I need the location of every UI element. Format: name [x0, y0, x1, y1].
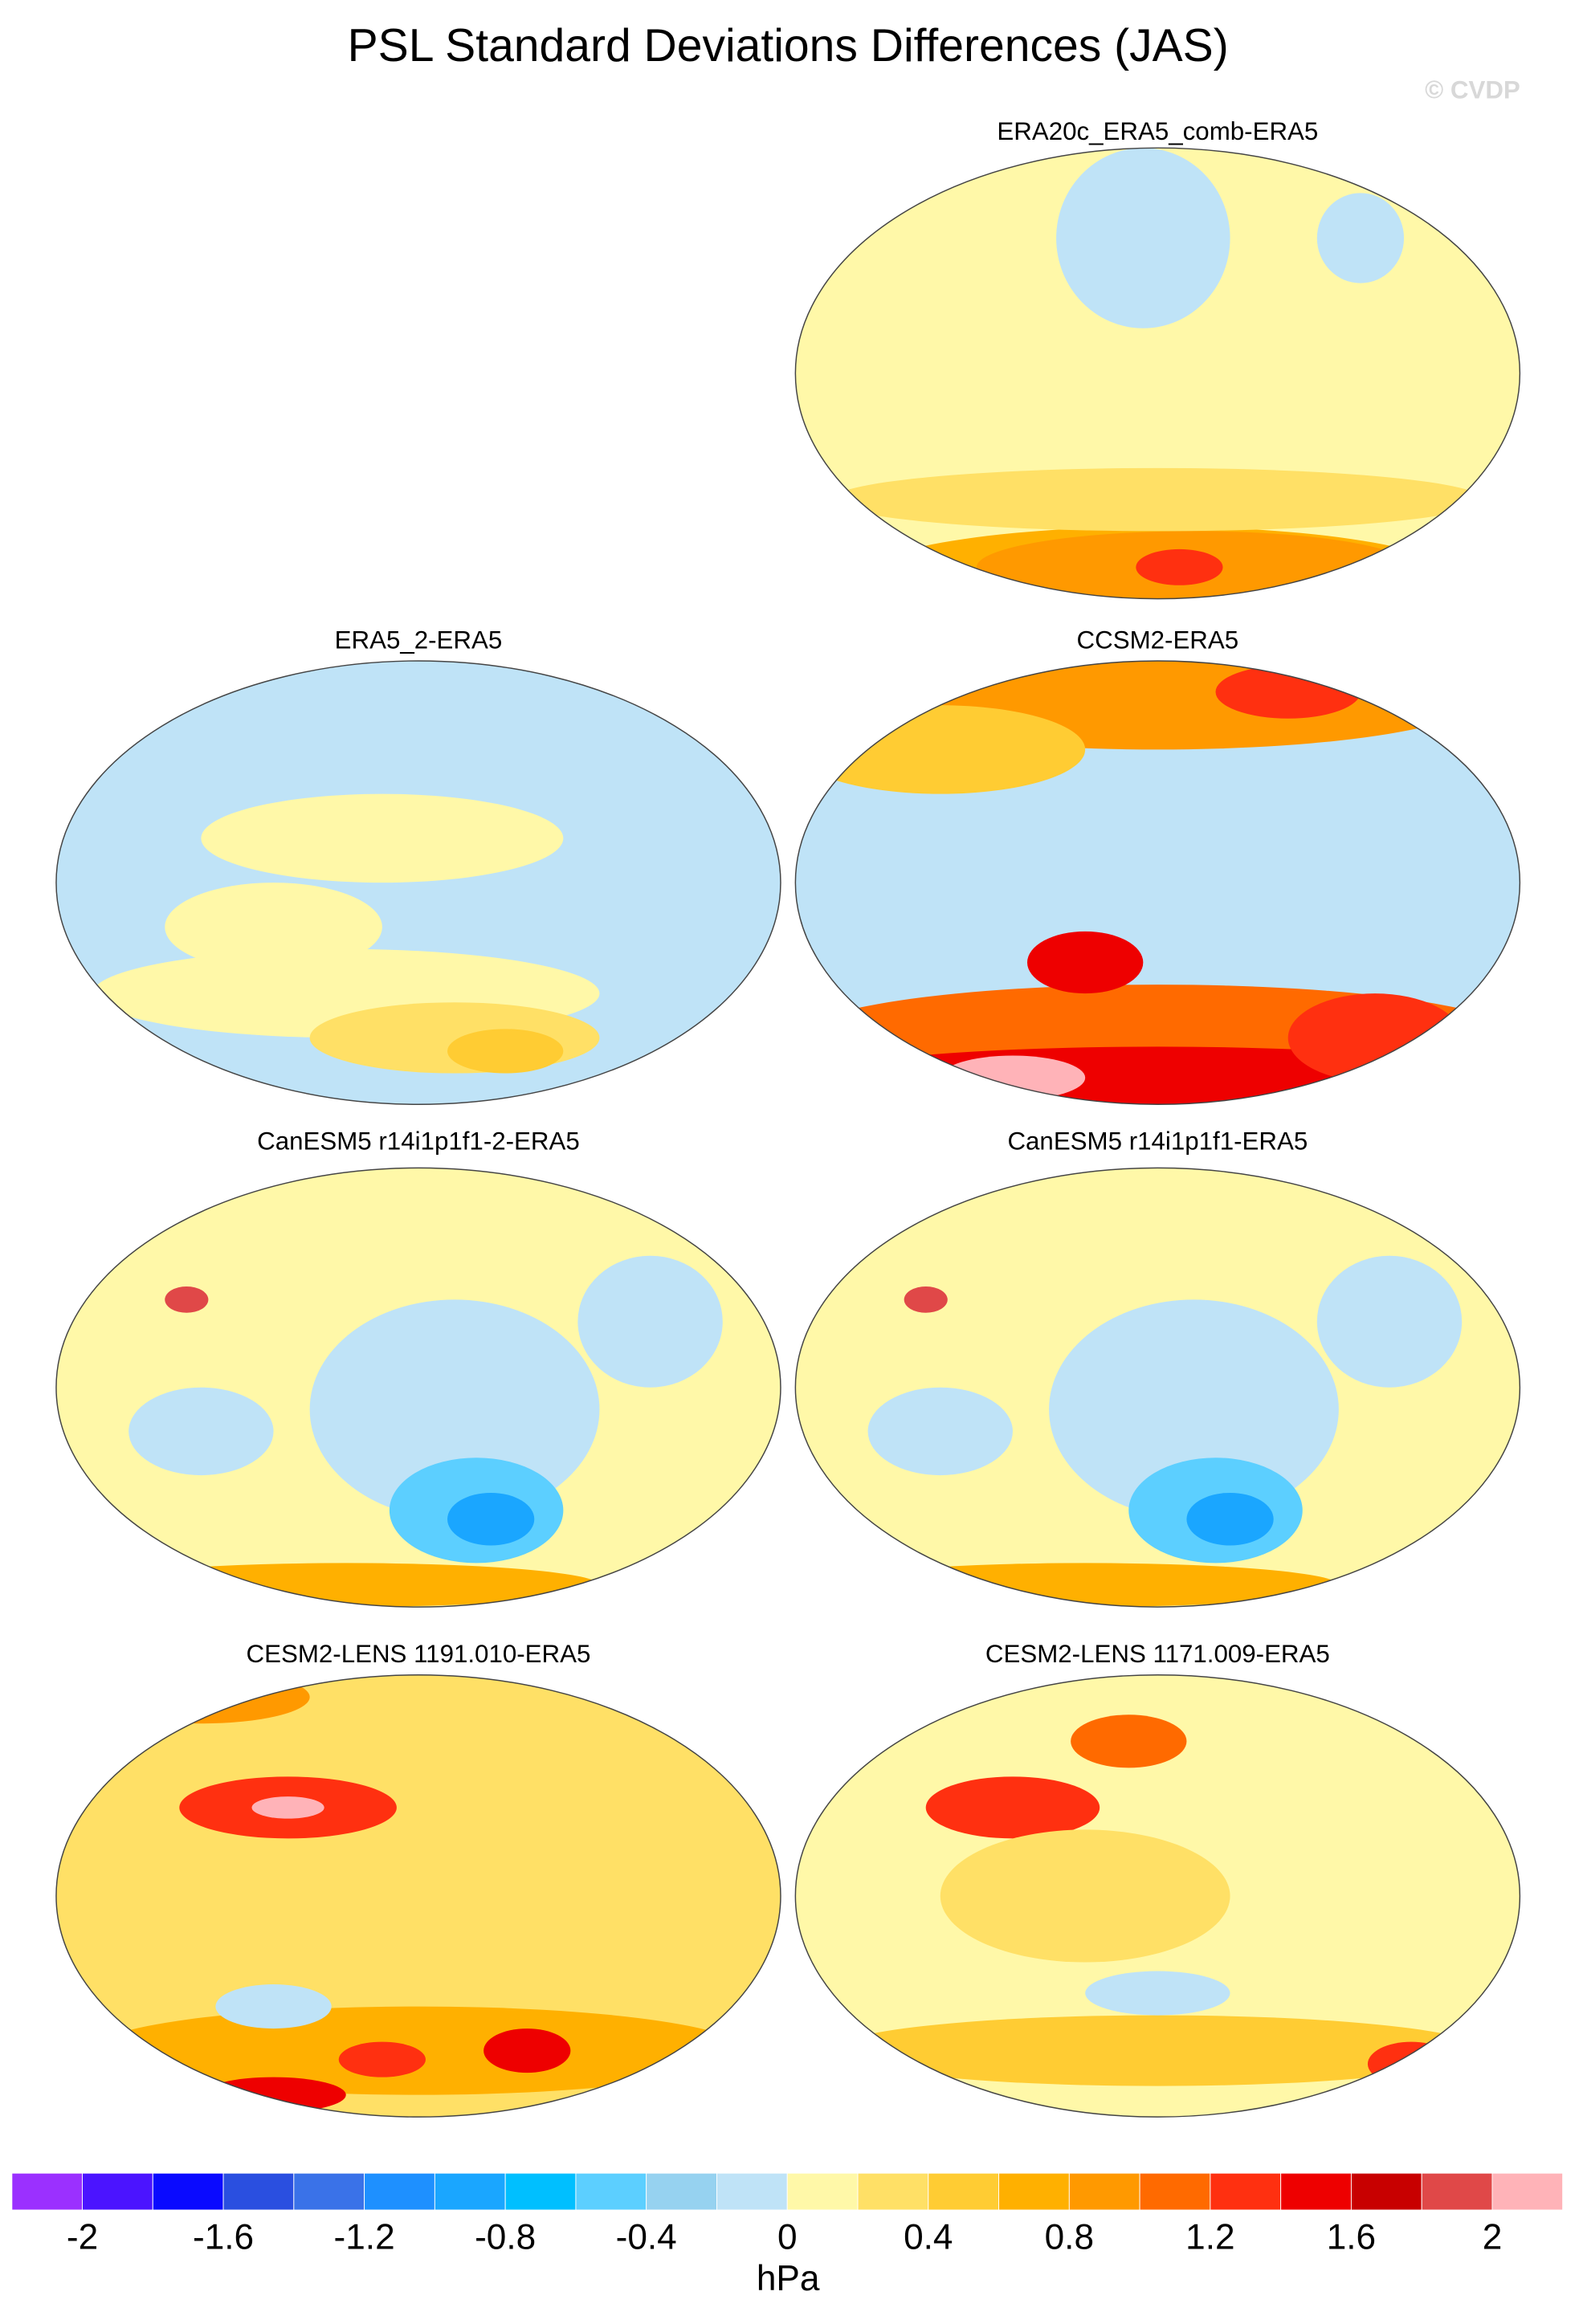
map-outline: [794, 1674, 1521, 2118]
panel-title: CanESM5 r14i1p1f1-ERA5: [1007, 1127, 1308, 1155]
colorbar-box: [786, 2172, 859, 2211]
colorbar-box: [1350, 2172, 1422, 2211]
colorbar-tick-label: -0.8: [475, 2218, 536, 2257]
field-contour: [1287, 993, 1463, 1082]
field-contour: [1215, 665, 1361, 719]
colorbar-tick-label: -0.4: [616, 2218, 677, 2257]
colorbar-box: [1139, 2172, 1211, 2211]
map-panel: [795, 1674, 1520, 2118]
field-contour: [1367, 2041, 1455, 2086]
colorbar-tick-label: 1.6: [1327, 2218, 1376, 2257]
panel-title: CESM2-LENS 1171.009-ERA5: [985, 1640, 1330, 1668]
panel-title: CanESM5 r14i1p1f1-2-ERA5: [257, 1127, 580, 1155]
figure-title: PSL Standard Deviations Differences (JAS…: [348, 20, 1229, 71]
colorbar-box: [1068, 2172, 1140, 2211]
map-outline: [55, 1167, 781, 1608]
colorbar-box: [1210, 2172, 1282, 2211]
field-contour: [831, 1563, 1339, 1608]
field-contour: [309, 1002, 600, 1074]
field-contour: [831, 2015, 1484, 2086]
map-outline: [794, 1167, 1521, 1608]
field-contour: [1049, 1299, 1339, 1519]
colorbar-tick-label: 1.2: [1185, 2218, 1234, 2257]
field-contour: [1316, 193, 1405, 283]
field-contour: [215, 1984, 332, 2029]
field-contour: [92, 1563, 600, 1608]
colorbar-frame: [11, 2172, 1564, 2211]
field-contour: [165, 1286, 209, 1313]
field-contour: [795, 705, 1086, 794]
field-contour: [1071, 1714, 1187, 1768]
map-panel: [55, 660, 781, 1105]
colorbar-box: [364, 2172, 435, 2211]
colorbar-box: [11, 2172, 83, 2211]
panel-title: CCSM2-ERA5: [1077, 626, 1239, 654]
field-contour: [795, 1046, 1520, 1105]
field-contour: [1186, 1492, 1274, 1546]
colorbar-tick-label: -1.6: [193, 2218, 254, 2257]
field-contour: [447, 1029, 564, 1074]
field-contour: [940, 1829, 1230, 1963]
colorbar-box: [1491, 2172, 1564, 2211]
map-outline: [794, 660, 1521, 1105]
colorbar-box: [222, 2172, 295, 2211]
field-contour: [201, 793, 564, 883]
panel-title: CESM2-LENS 1191.010-ERA5: [247, 1640, 591, 1668]
map-panel: [795, 148, 1520, 599]
colorbar-box: [575, 2172, 647, 2211]
field-contour: [447, 1492, 535, 1546]
colorbar-tick-label: 0: [777, 2218, 798, 2257]
field-contour: [251, 1796, 324, 1819]
field-contour: [1136, 548, 1223, 585]
colorbar-box: [857, 2172, 929, 2211]
field-contour: [1085, 1971, 1230, 2016]
colorbar-box: [998, 2172, 1070, 2211]
colorbar-box: [434, 2172, 506, 2211]
panel-title: ERA5_2-ERA5: [335, 626, 503, 654]
colorbar-box: [152, 2172, 224, 2211]
field-contour: [309, 1299, 600, 1519]
colorbar-box: [293, 2172, 365, 2211]
field-contour: [577, 1255, 723, 1388]
field-contour: [1056, 148, 1230, 328]
map-outline: [55, 1674, 781, 2118]
map-outline: [794, 147, 1521, 600]
colorbar-tick-label: -2: [67, 2218, 98, 2257]
panel-title: ERA20c_ERA5_comb-ERA5: [997, 117, 1318, 145]
colorbar-tick-label: -1.2: [334, 2218, 395, 2257]
field-contour: [483, 2028, 571, 2073]
map-panel: [55, 1674, 781, 2118]
colorbar-label: hPa: [757, 2259, 820, 2298]
map-panel: [795, 1168, 1520, 1608]
map-panel: [795, 660, 1520, 1105]
field-contour: [1027, 931, 1144, 994]
field-contour: [940, 1055, 1086, 1100]
watermark: © CVDP: [1425, 76, 1520, 104]
colorbar-tick-label: 2: [1483, 2218, 1503, 2257]
colorbar-box: [928, 2172, 1000, 2211]
field-contour: [925, 1776, 1100, 1839]
colorbar-tick-label: 0.4: [904, 2218, 953, 2257]
field-contour: [867, 1387, 1013, 1476]
colorbar-tick-label: 0.8: [1045, 2218, 1094, 2257]
field-contour: [338, 2041, 426, 2077]
colorbar-box: [1421, 2172, 1493, 2211]
map-outline: [55, 660, 781, 1105]
colorbar-box: [504, 2172, 577, 2211]
colorbar-box: [82, 2172, 153, 2211]
field-contour: [831, 467, 1484, 532]
map-panel: [55, 1168, 781, 1608]
field-contour: [1316, 1255, 1463, 1388]
field-contour: [165, 883, 382, 972]
field-contour: [129, 1387, 274, 1476]
field-contour: [904, 1286, 948, 1313]
colorbar-box: [716, 2172, 788, 2211]
colorbar-box: [646, 2172, 717, 2211]
colorbar-box: [1280, 2172, 1352, 2211]
field-contour: [92, 1674, 310, 1724]
